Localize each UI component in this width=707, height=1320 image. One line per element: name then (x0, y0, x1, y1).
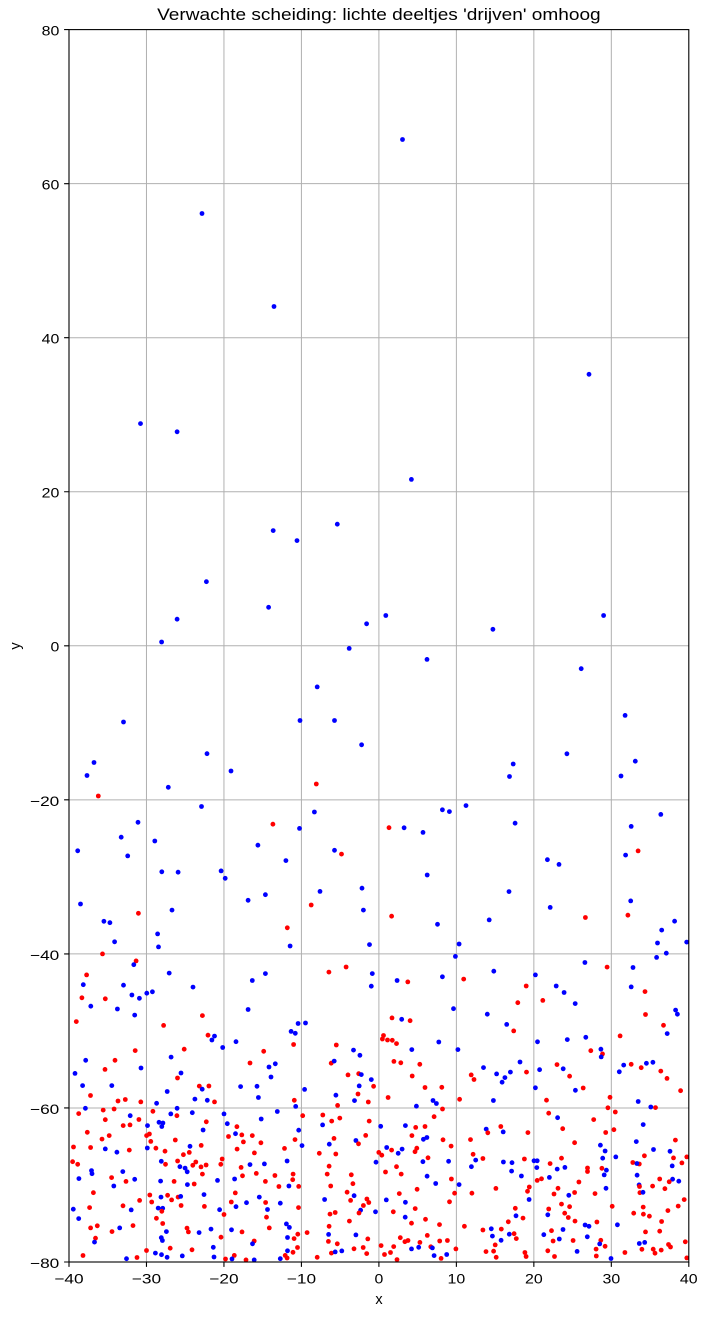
svg-text:−20: −20 (30, 793, 60, 809)
svg-text:0: 0 (51, 639, 60, 655)
svg-text:80: 80 (42, 23, 60, 39)
svg-text:40: 40 (680, 1270, 698, 1286)
svg-text:−60: −60 (30, 1101, 60, 1117)
svg-text:20: 20 (42, 485, 60, 501)
svg-text:−30: −30 (132, 1270, 162, 1286)
svg-text:−80: −80 (30, 1255, 60, 1271)
svg-text:0: 0 (375, 1270, 384, 1286)
svg-text:−40: −40 (54, 1270, 84, 1286)
svg-text:20: 20 (525, 1270, 543, 1286)
svg-text:−20: −20 (209, 1270, 239, 1286)
svg-text:y: y (8, 642, 24, 650)
svg-text:60: 60 (42, 177, 60, 193)
svg-text:Verwachte scheiding: lichte de: Verwachte scheiding: lichte deeltjes 'dr… (157, 6, 601, 24)
svg-text:30: 30 (602, 1270, 620, 1286)
svg-text:−40: −40 (30, 947, 60, 963)
svg-text:40: 40 (42, 331, 60, 347)
svg-text:10: 10 (448, 1270, 466, 1286)
svg-text:−10: −10 (287, 1270, 317, 1286)
svg-text:x: x (375, 1292, 383, 1308)
